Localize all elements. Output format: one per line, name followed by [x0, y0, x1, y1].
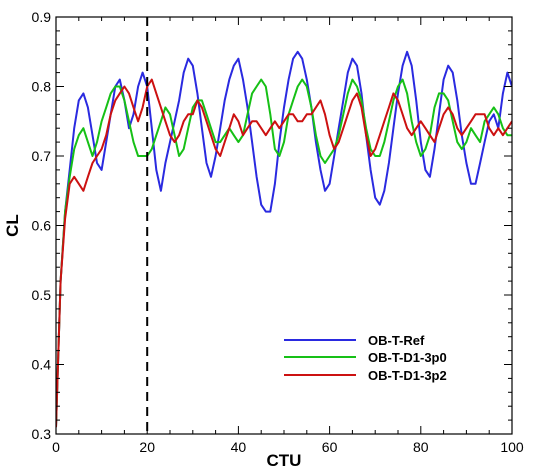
x-axis-title: CTU	[267, 451, 302, 470]
series-line-ob-t-d1-3p2	[56, 78, 512, 428]
x-tick-label: 80	[413, 439, 429, 455]
y-tick-label: 0.5	[32, 287, 52, 303]
y-axis: 0.3 0.4 0.5 0.6 0.7 0.8 0.9	[32, 9, 512, 442]
series-layer	[56, 50, 512, 428]
y-axis-title: CL	[3, 214, 22, 237]
y-tick-label: 0.7	[32, 148, 52, 164]
x-tick-label: 40	[231, 439, 247, 455]
y-tick-label: 0.4	[32, 357, 52, 373]
x-tick-label: 100	[500, 439, 524, 455]
x-tick-label: 20	[139, 439, 155, 455]
series-line-ob-t-d1-3p0	[56, 78, 512, 428]
x-tick-label: 60	[322, 439, 338, 455]
y-tick-label: 0.8	[32, 79, 52, 95]
y-tick-label: 0.9	[32, 9, 52, 25]
x-tick-label: 0	[52, 439, 60, 455]
legend-label-ob-t-ref: OB-T-Ref	[368, 333, 425, 348]
y-tick-label: 0.6	[32, 218, 52, 234]
legend-label-ob-t-d1-3p2: OB-T-D1-3p2	[368, 368, 447, 383]
legend: OB-T-Ref OB-T-D1-3p0 OB-T-D1-3p2	[284, 333, 447, 383]
x-axis: 0 20 40 60 80 100	[52, 17, 524, 455]
legend-label-ob-t-d1-3p0: OB-T-D1-3p0	[368, 350, 447, 365]
y-tick-label: 0.3	[32, 426, 52, 442]
